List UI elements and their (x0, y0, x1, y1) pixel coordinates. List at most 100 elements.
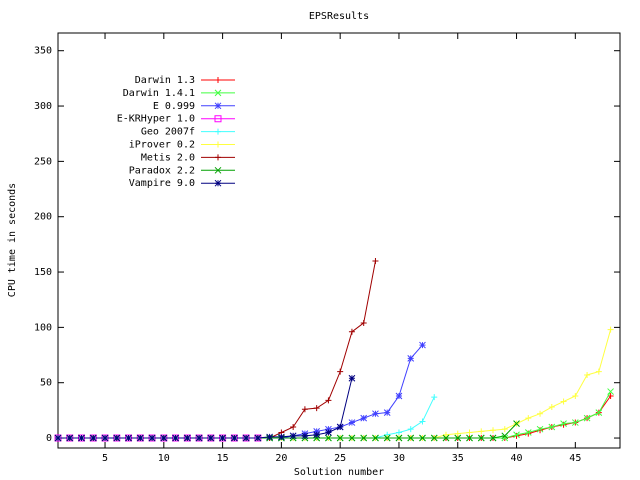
data-point (372, 434, 379, 442)
legend-marker (214, 89, 222, 97)
data-point (607, 388, 614, 395)
data-point (560, 421, 567, 428)
data-point (360, 414, 368, 422)
data-point (231, 434, 238, 442)
data-point (254, 434, 262, 442)
data-point (148, 434, 156, 442)
data-point (290, 423, 297, 430)
data-point (407, 355, 415, 362)
data-point (313, 405, 320, 412)
data-point (337, 368, 344, 375)
data-point (537, 427, 544, 434)
data-point (513, 432, 520, 439)
y-tick-label: 350 (34, 46, 52, 57)
data-point (395, 434, 403, 442)
data-point (230, 434, 238, 442)
chart-title: EPSResults (309, 11, 369, 22)
data-point (313, 428, 321, 435)
legend: Darwin 1.3 Darwin 1.4.1 E 0.999 E-KRHyper 1… (100, 72, 242, 193)
legend-marker (215, 154, 221, 161)
data-point (325, 434, 332, 442)
data-point (572, 392, 579, 399)
data-point (207, 434, 215, 442)
data-point (54, 434, 62, 442)
data-point (525, 430, 532, 437)
data-point (348, 434, 356, 442)
data-point (571, 419, 579, 426)
legend-label: Metis 2.0 (141, 152, 195, 163)
data-point (513, 420, 520, 428)
legend-label: iProver 0.2 (129, 140, 195, 151)
legend-marker (215, 128, 221, 135)
data-point (419, 341, 426, 349)
data-point (101, 434, 109, 442)
data-point (183, 434, 191, 442)
data-point (148, 434, 156, 442)
x-tick-label: 20 (275, 453, 287, 464)
data-point (325, 429, 332, 436)
y-tick-label: 150 (34, 267, 52, 278)
legend-label: Paradox 2.2 (129, 165, 195, 176)
x-tick-label: 40 (511, 453, 523, 464)
data-point (360, 319, 367, 326)
data-point (125, 434, 133, 442)
data-point (501, 426, 508, 433)
legend-marker (215, 141, 221, 148)
data-point (513, 431, 520, 439)
data-point (89, 434, 97, 442)
data-point (489, 434, 497, 442)
data-point (219, 434, 226, 442)
data-point (336, 423, 344, 431)
data-point (466, 429, 473, 436)
x-tick-label: 15 (217, 453, 229, 464)
x-tick-label: 30 (393, 453, 405, 464)
data-point (537, 410, 544, 417)
data-point (431, 394, 438, 401)
data-point (466, 434, 473, 442)
data-point (383, 409, 391, 416)
data-point (477, 434, 485, 442)
data-point (336, 434, 344, 442)
data-point (383, 434, 391, 442)
data-point (219, 434, 227, 442)
legend-marker (214, 166, 222, 174)
y-axis-label: CPU time in seconds (7, 183, 18, 297)
y-tick-label: 250 (34, 156, 52, 167)
x-axis-label: Solution number (294, 467, 384, 478)
data-point (278, 433, 285, 441)
data-point (560, 398, 567, 405)
data-point (583, 414, 591, 422)
y-tick-label: 50 (40, 378, 52, 389)
data-point (454, 434, 462, 442)
data-point (360, 434, 368, 442)
data-point (525, 415, 532, 422)
legend-marker (214, 115, 222, 123)
data-point (313, 431, 321, 439)
data-point (301, 406, 308, 413)
data-point (242, 434, 250, 442)
data-point (395, 392, 403, 400)
legend-marker (215, 77, 221, 83)
data-point (325, 425, 332, 433)
legend-marker (214, 179, 222, 187)
x-tick-label: 10 (158, 453, 170, 464)
x-tick-label: 45 (569, 453, 581, 464)
data-point (524, 429, 532, 436)
data-point (407, 434, 415, 442)
data-point (160, 434, 168, 442)
data-point (430, 434, 438, 442)
data-point (501, 432, 509, 440)
data-point (395, 429, 402, 436)
data-point (113, 434, 121, 442)
data-point (595, 368, 602, 375)
x-tick-label: 5 (102, 453, 108, 464)
data-point (301, 432, 309, 440)
data-point (195, 434, 203, 442)
data-point (419, 418, 426, 425)
data-point (66, 434, 74, 442)
data-point (113, 434, 121, 442)
data-point (560, 420, 567, 428)
data-point (478, 428, 485, 435)
